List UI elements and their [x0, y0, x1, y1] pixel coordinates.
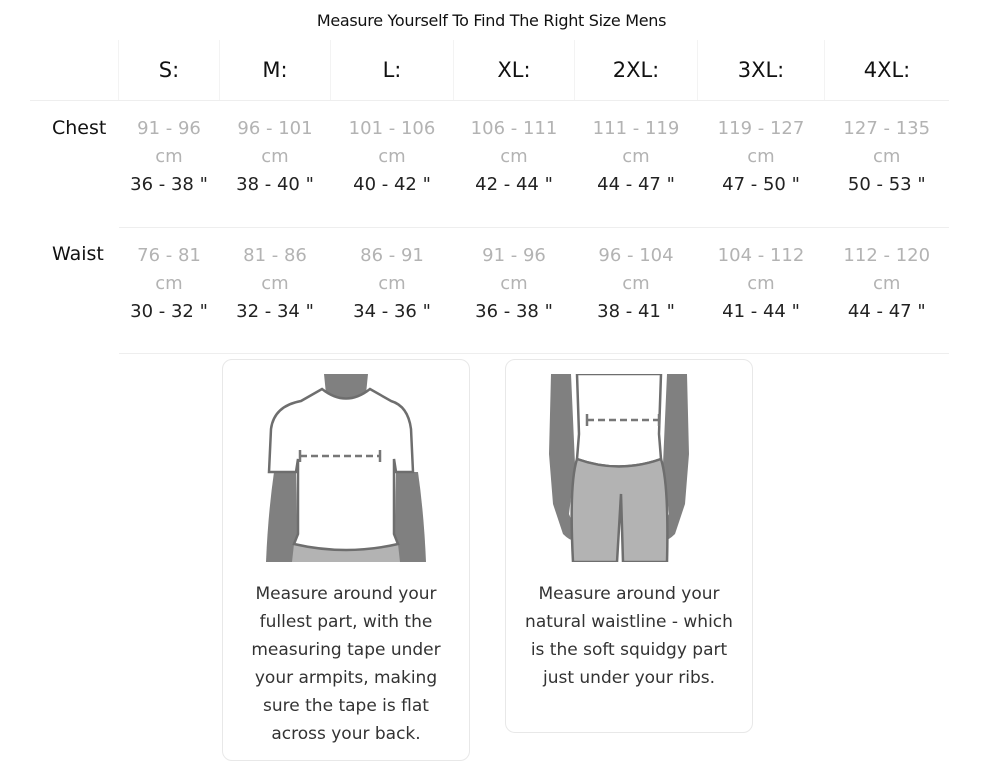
row-label: Chest — [52, 117, 107, 139]
inch-range: 44 - 47 " — [847, 300, 926, 322]
measurement-cell: 91 - 96 cm 36 - 38 " — [118, 100, 220, 228]
size-header-row: S: M: L: XL: 2XL: 3XL: 4XL: — [30, 40, 949, 101]
cm-range: 76 - 81 — [137, 244, 201, 266]
cm-range: 96 - 104 — [598, 244, 674, 266]
cm-range: 119 - 127 — [717, 118, 805, 139]
cm-unit: cm — [873, 146, 901, 167]
corner-cell — [30, 40, 119, 101]
size-header: 4XL: — [824, 40, 949, 101]
chest-card: Measure around your fullest part, with t… — [222, 359, 470, 761]
chest-instructions: Measure around your fullest part, with t… — [251, 584, 441, 744]
size-header: 2XL: — [574, 40, 698, 101]
measurement-cell: 81 - 86 cm 32 - 34 " — [219, 227, 331, 354]
inch-range: 44 - 47 " — [597, 174, 675, 195]
inch-range: 50 - 53 " — [847, 174, 926, 195]
measurement-cell: 96 - 101 cm 38 - 40 " — [219, 100, 331, 228]
inch-range: 36 - 38 " — [130, 174, 208, 195]
size-header: L: — [330, 40, 454, 101]
measurement-cell: 91 - 96 cm 36 - 38 " — [453, 227, 575, 354]
inch-range: 38 - 41 " — [597, 300, 675, 322]
cm-range: 112 - 120 — [843, 244, 931, 266]
cm-range: 91 - 96 — [482, 244, 546, 266]
measurement-cell: 96 - 104 cm 38 - 41 " — [574, 227, 698, 354]
cm-unit: cm — [500, 146, 528, 167]
cm-range: 127 - 135 — [843, 118, 931, 139]
inch-range: 42 - 44 " — [475, 174, 553, 195]
cm-unit: cm — [378, 272, 406, 294]
size-header: XL: — [453, 40, 575, 101]
measurement-cell: 86 - 91 cm 34 - 36 " — [330, 227, 454, 354]
measurement-cell: 111 - 119 cm 44 - 47 " — [574, 100, 698, 228]
measurement-cell: 101 - 106 cm 40 - 42 " — [330, 100, 454, 228]
cm-unit: cm — [873, 272, 901, 294]
page-title: Measure Yourself To Find The Right Size … — [316, 11, 667, 30]
cm-unit: cm — [500, 272, 528, 294]
measurement-cell: 119 - 127 cm 47 - 50 " — [697, 100, 825, 228]
inch-range: 38 - 40 " — [236, 174, 314, 195]
waist-row: Waist 76 - 81 cm 30 - 32 " 81 - 86 cm 32 -… — [30, 227, 949, 354]
measurement-cell: 127 - 135 cm 50 - 53 " — [824, 100, 949, 228]
cm-unit: cm — [378, 146, 406, 167]
size-header: S: — [118, 40, 220, 101]
cm-range: 96 - 101 — [237, 118, 313, 139]
cm-unit: cm — [155, 272, 183, 294]
cm-range: 104 - 112 — [717, 244, 805, 266]
cm-unit: cm — [622, 146, 650, 167]
cm-range: 106 - 111 — [470, 118, 558, 139]
waist-measure-illustration-icon — [549, 374, 689, 562]
inch-range: 36 - 38 " — [475, 300, 553, 322]
cm-unit: cm — [261, 146, 289, 167]
inch-range: 47 - 50 " — [722, 174, 800, 195]
chest-row: Chest 91 - 96 cm 36 - 38 " 96 - 101 cm 38 … — [30, 100, 949, 228]
measurement-cell: 76 - 81 cm 30 - 32 " — [118, 227, 220, 354]
waist-card: Measure around your natural waistline - … — [505, 359, 753, 733]
cm-range: 81 - 86 — [243, 244, 307, 266]
measurement-cell: 104 - 112 cm 41 - 44 " — [697, 227, 825, 354]
cm-range: 86 - 91 — [360, 244, 424, 266]
row-label: Waist — [52, 243, 104, 265]
size-chart-table: S: M: L: XL: 2XL: 3XL: 4XL: Chest 91 - 96… — [30, 40, 949, 354]
cm-range: 91 - 96 — [137, 118, 201, 139]
inch-range: 30 - 32 " — [130, 300, 208, 322]
cm-unit: cm — [747, 146, 775, 167]
cm-unit: cm — [261, 272, 289, 294]
inch-range: 41 - 44 " — [722, 300, 800, 322]
inch-range: 34 - 36 " — [353, 300, 431, 322]
cm-range: 101 - 106 — [348, 118, 436, 139]
size-header: M: — [219, 40, 331, 101]
cm-unit: cm — [155, 146, 183, 167]
inch-range: 40 - 42 " — [353, 174, 431, 195]
measurement-cell: 112 - 120 cm 44 - 47 " — [824, 227, 949, 354]
cm-unit: cm — [747, 272, 775, 294]
measurement-cell: 106 - 111 cm 42 - 44 " — [453, 100, 575, 228]
cm-unit: cm — [622, 272, 650, 294]
chest-measure-illustration-icon — [266, 374, 426, 562]
inch-range: 32 - 34 " — [236, 300, 314, 322]
size-header: 3XL: — [697, 40, 825, 101]
waist-instructions: Measure around your natural waistline - … — [525, 584, 733, 688]
cm-range: 111 - 119 — [592, 118, 680, 139]
